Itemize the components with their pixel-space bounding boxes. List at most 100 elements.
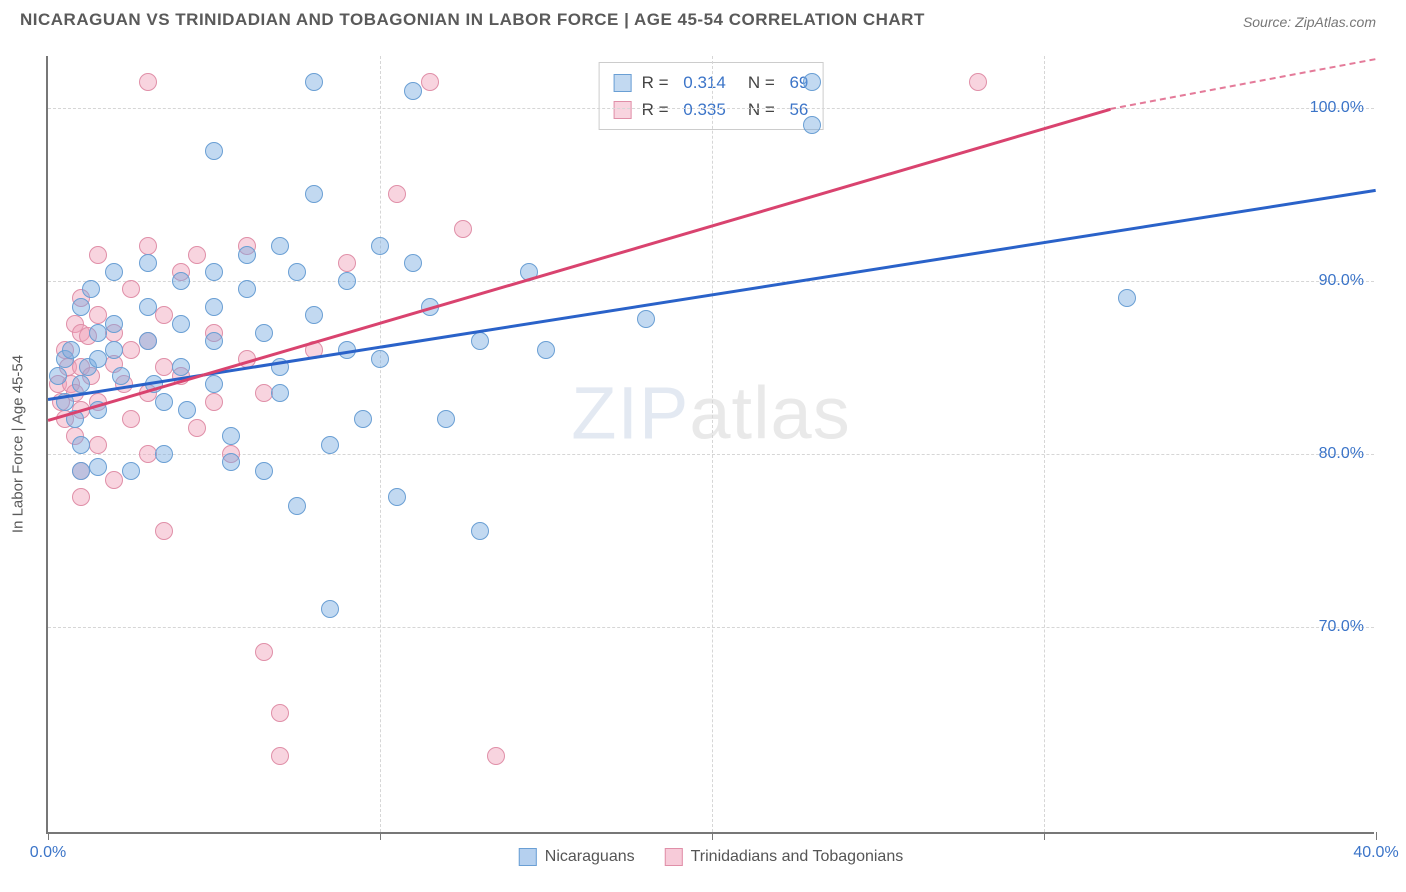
legend-swatch <box>665 848 683 866</box>
data-point <box>89 458 107 476</box>
data-point <box>271 384 289 402</box>
data-point <box>72 462 90 480</box>
data-point <box>288 497 306 515</box>
data-point <box>238 280 256 298</box>
x-tick-mark <box>1376 832 1377 840</box>
data-point <box>1118 289 1136 307</box>
x-tick-mark <box>380 832 381 840</box>
data-point <box>122 280 140 298</box>
data-point <box>105 263 123 281</box>
data-point <box>139 445 157 463</box>
legend-item: Trinidadians and Tobagonians <box>665 848 904 866</box>
data-point <box>305 185 323 203</box>
data-point <box>62 341 80 359</box>
data-point <box>288 263 306 281</box>
data-point <box>139 237 157 255</box>
data-point <box>255 384 273 402</box>
data-point <box>321 436 339 454</box>
data-point <box>89 246 107 264</box>
data-point <box>205 332 223 350</box>
data-point <box>803 73 821 91</box>
stat-n-label: N = <box>748 96 780 123</box>
data-point <box>222 427 240 445</box>
data-point <box>72 436 90 454</box>
data-point <box>155 393 173 411</box>
data-point <box>255 643 273 661</box>
x-tick-mark <box>712 832 713 840</box>
legend-label: Trinidadians and Tobagonians <box>691 848 904 866</box>
data-point <box>421 73 439 91</box>
y-tick-label: 90.0% <box>1319 272 1364 290</box>
data-point <box>105 315 123 333</box>
data-point <box>172 272 190 290</box>
gridline-h <box>48 454 1374 455</box>
scatter-plot-area: In Labor Force | Age 45-54 ZIPatlas R = … <box>46 56 1374 834</box>
data-point <box>172 358 190 376</box>
data-point <box>89 436 107 454</box>
data-point <box>371 237 389 255</box>
data-point <box>155 445 173 463</box>
data-point <box>371 350 389 368</box>
data-point <box>238 246 256 264</box>
data-point <box>255 462 273 480</box>
data-point <box>205 263 223 281</box>
gridline-v <box>1044 56 1045 832</box>
legend-swatch <box>614 101 632 119</box>
data-point <box>172 315 190 333</box>
data-point <box>139 254 157 272</box>
chart-header: NICARAGUAN VS TRINIDADIAN AND TOBAGONIAN… <box>0 0 1406 36</box>
data-point <box>139 332 157 350</box>
x-tick-label: 40.0% <box>1353 844 1398 862</box>
data-point <box>122 341 140 359</box>
data-point <box>388 488 406 506</box>
data-point <box>803 116 821 134</box>
data-point <box>404 82 422 100</box>
data-point <box>205 375 223 393</box>
stats-row: R = 0.314N = 69 <box>614 69 809 96</box>
data-point <box>271 704 289 722</box>
data-point <box>112 367 130 385</box>
data-point <box>178 401 196 419</box>
series-legend: Nicaraguans Trinidadians and Tobagonians <box>519 848 903 866</box>
data-point <box>637 310 655 328</box>
data-point <box>388 185 406 203</box>
data-point <box>305 73 323 91</box>
data-point <box>188 419 206 437</box>
y-axis-title: In Labor Force | Age 45-54 <box>10 355 27 533</box>
data-point <box>205 393 223 411</box>
data-point <box>139 298 157 316</box>
y-tick-label: 70.0% <box>1319 618 1364 636</box>
x-tick-label: 0.0% <box>30 844 66 862</box>
data-point <box>82 280 100 298</box>
data-point <box>305 306 323 324</box>
gridline-h <box>48 108 1374 109</box>
data-point <box>338 272 356 290</box>
data-point <box>155 522 173 540</box>
data-point <box>122 410 140 428</box>
legend-swatch <box>614 74 632 92</box>
legend-label: Nicaraguans <box>545 848 635 866</box>
data-point <box>471 522 489 540</box>
data-point <box>437 410 455 428</box>
watermark: ZIPatlas <box>571 370 850 455</box>
data-point <box>139 73 157 91</box>
data-point <box>155 358 173 376</box>
stat-n-label: N = <box>748 69 780 96</box>
data-point <box>105 471 123 489</box>
data-point <box>89 324 107 342</box>
y-tick-label: 100.0% <box>1310 99 1364 117</box>
data-point <box>354 410 372 428</box>
data-point <box>49 367 67 385</box>
data-point <box>404 254 422 272</box>
legend-item: Nicaraguans <box>519 848 635 866</box>
x-tick-mark <box>1044 832 1045 840</box>
data-point <box>487 747 505 765</box>
data-point <box>205 142 223 160</box>
data-point <box>72 298 90 316</box>
legend-swatch <box>519 848 537 866</box>
stat-r-label: R = <box>642 69 674 96</box>
stat-r-value: 0.335 <box>683 96 726 123</box>
data-point <box>89 350 107 368</box>
stats-row: R = 0.335N = 56 <box>614 96 809 123</box>
chart-title: NICARAGUAN VS TRINIDADIAN AND TOBAGONIAN… <box>20 10 925 30</box>
